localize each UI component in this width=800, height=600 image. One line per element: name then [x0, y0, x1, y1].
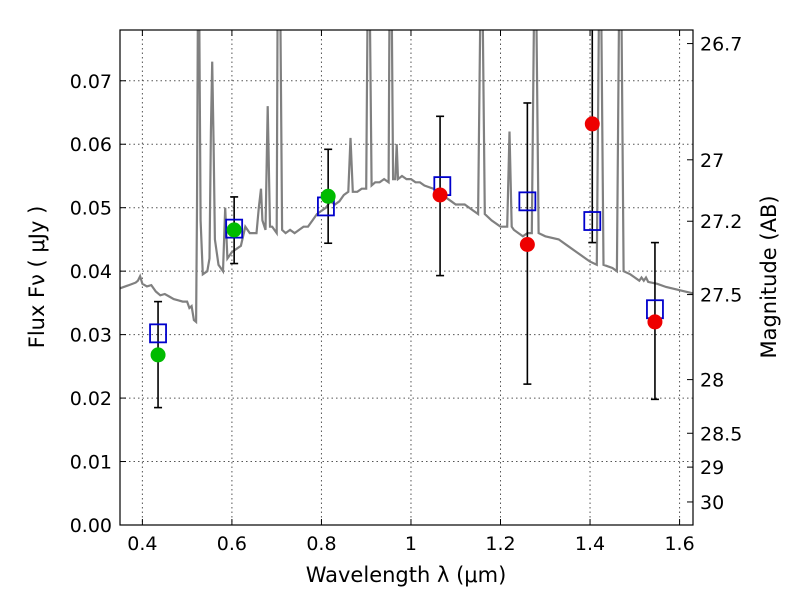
right-tick-label: 28.5	[700, 423, 742, 445]
x-tick-label: 0.4	[127, 533, 157, 555]
data-markers	[149, 116, 664, 363]
observed-flux-marker	[150, 347, 166, 363]
observed-flux-marker	[226, 222, 242, 238]
sed-model-line	[120, 30, 693, 325]
plot-frame	[119, 29, 694, 526]
right-tick-label: 28	[700, 370, 724, 392]
right-tick-label: 27.2	[700, 211, 742, 233]
y-tick-label: 0.00	[70, 515, 112, 537]
observed-flux-marker	[584, 116, 600, 132]
x-tick-label: 1.4	[575, 533, 605, 555]
observed-flux-marker	[432, 187, 448, 203]
y-tick-label: 0.02	[70, 388, 112, 410]
right-tick-label: 27.5	[700, 285, 742, 307]
y-tick-label: 0.04	[70, 261, 112, 283]
model-square-marker	[583, 211, 602, 231]
right-tick-label: 30	[700, 492, 724, 514]
x-tick-label: 1	[405, 533, 417, 555]
observed-flux-marker	[320, 188, 336, 204]
x-tick-label: 1.2	[485, 533, 515, 555]
plot-area	[120, 30, 693, 409]
axis-ticks	[120, 30, 693, 526]
grid-lines	[120, 30, 693, 525]
x-tick-label: 1.6	[664, 533, 694, 555]
model-square-marker	[149, 323, 167, 344]
model-square-marker	[225, 218, 244, 239]
observed-flux-marker	[647, 314, 663, 330]
axis-tick-labels: 0.4 0.6 0.8 1 1.2 1.4 1.6 0.00 0.01 0.02 0.03 0.04 0…	[70, 34, 743, 555]
observed-flux-marker	[519, 237, 535, 252]
y-tick-label: 0.07	[70, 71, 112, 93]
x-tick-label: 0.8	[306, 533, 336, 555]
right-tick-label: 29	[700, 457, 724, 479]
x-axis-label: Wavelength λ (μm)	[306, 563, 507, 587]
y-tick-label: 0.01	[70, 452, 112, 474]
y-tick-label: 0.03	[70, 325, 112, 347]
y-axis-label: Flux Fν ( μJy )	[25, 206, 49, 349]
y-tick-label: 0.05	[70, 198, 112, 220]
model-square-marker	[518, 191, 537, 212]
right-tick-label: 27	[700, 150, 724, 172]
error-bars	[154, 30, 659, 409]
x-tick-label: 0.6	[217, 533, 247, 555]
right-axis-label: Magnitude (AB)	[757, 195, 781, 358]
y-tick-label: 0.06	[70, 134, 112, 156]
right-tick-label: 26.7	[700, 34, 742, 56]
